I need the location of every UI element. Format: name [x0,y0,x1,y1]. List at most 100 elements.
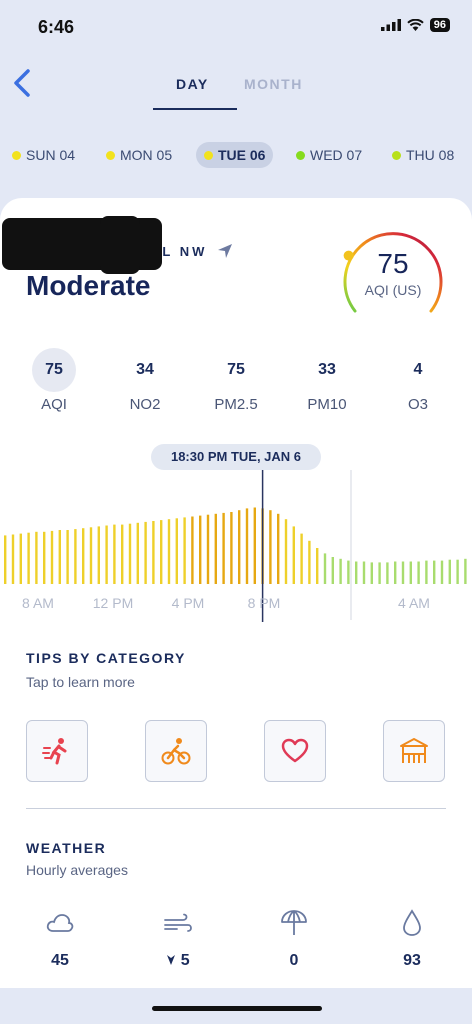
umbrella-icon [281,910,307,935]
aqi-dot [392,150,401,160]
day-label: THU 08 [406,147,455,163]
chart-bar [89,527,93,584]
back-button[interactable] [10,66,34,100]
chart-bar [222,512,225,584]
chart-bar [206,514,210,584]
chart-bar [386,562,389,584]
battery-indicator: 96 [429,18,450,32]
pollutant-value: 33 [318,361,336,378]
chart-bar [401,561,405,584]
playground-icon [400,738,428,763]
section-divider [26,808,446,809]
chart-bar [316,548,319,584]
wifi-icon [407,19,424,31]
pollutant-name: O3 [407,396,428,413]
chart-bar [58,530,61,584]
pollutant-o3[interactable]: 4 O3 [378,348,458,413]
period-tabs: DAY MONTH [0,72,472,112]
chart-bar [300,533,303,584]
redaction [100,216,140,274]
chart-bar [230,512,233,584]
pollutant-pm10[interactable]: 33 PM10 [287,348,367,413]
pollutant-name: AQI [41,396,67,413]
aqi-value: 75 [377,248,409,279]
day-label: SUN 04 [26,147,76,163]
tab-day[interactable]: DAY [176,76,209,92]
tip-cycling-button[interactable] [145,720,207,782]
cloud-icon [46,914,74,932]
chart-bar [347,560,350,584]
aqi-unit: AQI (US) [364,282,422,298]
pollutant-name: PM2.5 [214,396,258,413]
chart-bar [331,557,334,584]
chart-bar [440,560,444,584]
chart-bar [308,540,311,584]
hourly-aqi-chart[interactable]: 18:30 PM TUE, JAN 6 8 AM 12 PM 4 PM 8 PM 4 A… [0,444,472,624]
tip-outdoor-button[interactable] [383,720,445,782]
aqi-category: Moderate [26,270,151,301]
chart-bar [121,524,124,584]
weather-title: WEATHER [26,840,107,856]
chart-bar [43,531,46,584]
weather-wind: 5 [143,908,213,970]
wind-speed: 5 [180,952,190,969]
chart-bar [27,532,30,584]
weather-value: 0 [289,952,299,969]
aqi-dot [204,150,213,160]
status-bar: 6:46 96 [0,0,472,56]
home-indicator [152,1006,322,1011]
pollutant-pm25[interactable]: 75 PM2.5 [196,348,276,413]
day-sun[interactable]: SUN 04 [4,142,83,168]
day-tue[interactable]: TUE 06 [196,142,274,168]
chevron-left-icon [14,69,30,97]
chart-bar [160,520,163,584]
chart-bar [128,523,132,584]
tips-subtitle: Tap to learn more [26,674,135,690]
chart-bar [214,513,217,584]
weather-value: 5 [143,952,213,970]
chart-bar [269,510,272,584]
heart-icon [281,738,309,763]
chart-bar [394,561,397,584]
chart-bar [370,562,373,584]
chart-bar [417,561,420,584]
chart-bar [245,508,249,584]
chart-bar [323,553,327,584]
day-selector: SUN 04 MON 05 TUE 06 WED 07 THU 08 [0,140,472,170]
weather-value: 45 [51,952,69,969]
chart-bar [355,561,358,584]
day-wed[interactable]: WED 07 [288,142,370,168]
pollutant-aqi[interactable]: 75 AQI [14,348,94,413]
chart-bar [253,507,256,584]
chart-bar [199,515,202,584]
chart-bar [378,562,381,584]
day-label: TUE 06 [218,147,266,163]
aqi-card: RICHARDSON PL NW Moderate 75 AQI (US) 75… [0,198,472,988]
chart-bar [425,560,428,584]
day-thu[interactable]: THU 08 [384,142,462,168]
location-arrow-icon [218,244,232,258]
tips-title: TIPS BY CATEGORY [26,650,186,666]
x-axis-label: 12 PM [93,595,133,611]
chart-bar [11,534,15,584]
chart-bar [409,561,412,584]
wind-direction-icon [167,955,176,965]
weather-value: 93 [403,952,421,969]
pollutant-no2[interactable]: 34 NO2 [105,348,185,413]
pollutant-value: 75 [32,348,76,392]
chart-bar [136,522,139,584]
chart-bar [66,530,69,584]
signal-icon [380,19,401,31]
chart-bar [144,521,147,584]
day-mon[interactable]: MON 05 [98,142,180,168]
day-label: MON 05 [120,147,173,163]
wind-icon [164,913,192,932]
humidity-icon [403,909,421,936]
aqi-dot [106,150,115,160]
tip-health-button[interactable] [264,720,326,782]
tab-month[interactable]: MONTH [244,76,303,92]
pollutant-name: PM10 [307,396,347,413]
chart-bar [175,518,178,584]
tip-exercise-button[interactable] [26,720,88,782]
running-icon [42,738,67,765]
